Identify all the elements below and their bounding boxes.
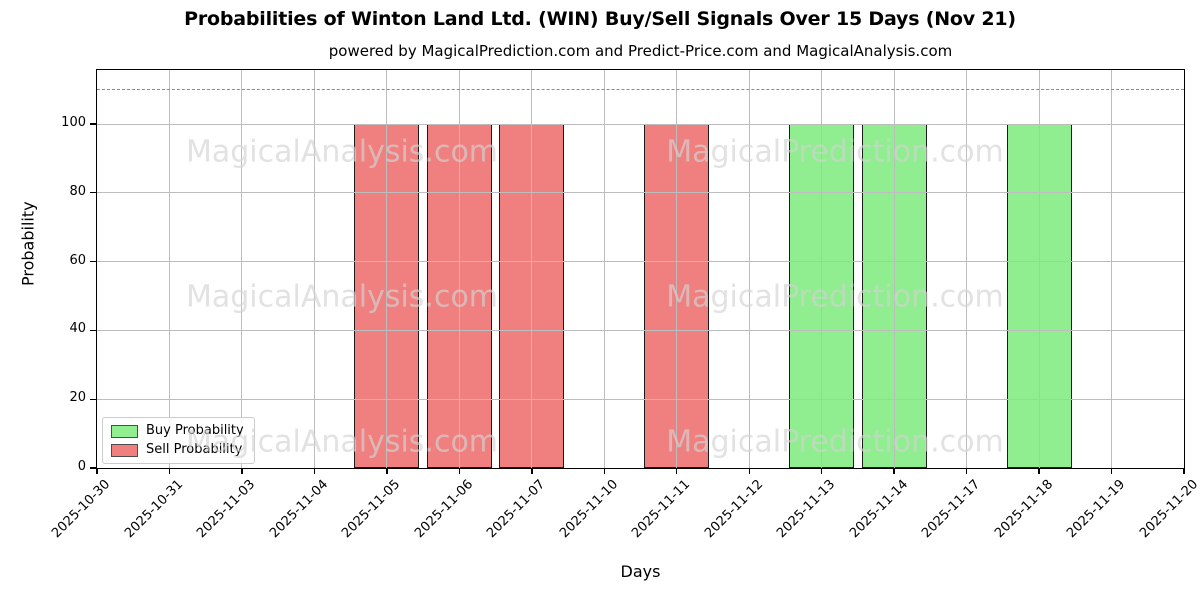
x-tick-2025-11-12 — [748, 468, 750, 474]
y-tick-label-0: 0 — [77, 459, 86, 474]
y-tick-label-20: 20 — [69, 390, 86, 406]
gridline-v-2025-11-18 — [1038, 70, 1040, 468]
buy-swatch-icon — [111, 424, 138, 438]
gridline-v-2025-11-06 — [458, 70, 460, 468]
legend: Buy Probability Sell Probability — [102, 417, 255, 464]
x-tick-label-2025-11-13: 2025-11-13 — [774, 477, 839, 542]
y-tick-20 — [90, 398, 96, 400]
gridline-v-2025-11-04 — [313, 70, 315, 468]
x-tick-label-2025-11-11: 2025-11-11 — [629, 477, 694, 542]
legend-row-buy: Buy Probability — [111, 424, 244, 438]
gridline-h-20 — [97, 398, 1184, 400]
x-tick-2025-10-31 — [168, 468, 171, 474]
x-tick-label-2025-11-06: 2025-11-06 — [411, 477, 476, 542]
chart-title: Probabilities of Winton Land Ltd. (WIN) … — [184, 8, 1016, 30]
y-tick-label-40: 40 — [69, 321, 86, 337]
gridline-v-2025-10-31 — [168, 70, 170, 468]
y-tick-40 — [90, 329, 96, 332]
gridline-v-2025-11-10 — [603, 70, 605, 468]
x-tick-2025-11-14 — [893, 468, 895, 474]
gridline-v-2025-11-13 — [821, 70, 823, 468]
legend-row-sell: Sell Probability — [111, 443, 244, 457]
y-tick-80 — [90, 192, 96, 194]
x-tick-2025-11-19 — [1110, 468, 1113, 474]
x-tick-label-2025-11-18: 2025-11-18 — [991, 477, 1056, 542]
x-tick-label-2025-11-12: 2025-11-12 — [701, 477, 766, 542]
gridline-h-80 — [97, 192, 1184, 194]
x-axis-label: Days — [620, 562, 661, 581]
x-tick-2025-11-20 — [1183, 468, 1185, 474]
x-tick-2025-10-30 — [96, 468, 98, 474]
x-tick-label-2025-11-14: 2025-11-14 — [846, 477, 911, 542]
plot-area — [96, 69, 1185, 469]
gridline-v-2025-11-05 — [386, 70, 388, 468]
sell-swatch-icon — [111, 443, 138, 457]
x-tick-label-2025-11-03: 2025-11-03 — [194, 477, 259, 542]
x-tick-label-2025-11-07: 2025-11-07 — [484, 477, 549, 542]
gridline-v-2025-11-11 — [676, 70, 678, 468]
x-tick-2025-11-05 — [386, 468, 388, 474]
gridline-v-2025-11-19 — [1111, 70, 1113, 468]
y-tick-0 — [90, 467, 96, 469]
x-tick-2025-11-11 — [676, 468, 678, 474]
y-tick-label-80: 80 — [69, 183, 86, 199]
gridline-h-100 — [97, 123, 1184, 125]
x-tick-label-2025-11-19: 2025-11-19 — [1064, 477, 1129, 542]
gridline-v-2025-11-17 — [966, 70, 968, 468]
x-tick-2025-11-07 — [531, 468, 533, 474]
x-tick-label-2025-11-17: 2025-11-17 — [919, 477, 984, 542]
gridline-v-2025-11-14 — [893, 70, 895, 468]
threshold-dashed-line — [97, 88, 1184, 90]
gridline-v-2025-11-12 — [748, 70, 750, 468]
y-tick-label-60: 60 — [69, 252, 86, 268]
x-tick-label-2025-10-31: 2025-10-31 — [122, 477, 187, 542]
gridline-h-40 — [97, 329, 1184, 331]
x-tick-2025-11-13 — [821, 468, 823, 474]
x-tick-label-2025-11-04: 2025-11-04 — [266, 477, 332, 542]
gridline-h-60 — [97, 261, 1184, 263]
x-tick-label-2025-11-20: 2025-11-20 — [1136, 477, 1200, 542]
x-tick-label-2025-11-05: 2025-11-05 — [339, 477, 404, 542]
legend-label-sell: Sell Probability — [146, 442, 243, 457]
gridline-v-2025-11-07 — [531, 70, 533, 468]
x-tick-2025-11-06 — [458, 468, 461, 474]
chart-subtitle: powered by MagicalPrediction.com and Pre… — [328, 42, 953, 60]
x-tick-2025-11-18 — [1038, 468, 1040, 474]
x-tick-label-2025-10-30: 2025-10-30 — [49, 477, 114, 542]
x-tick-2025-11-03 — [241, 468, 243, 474]
y-axis-label: Probability — [18, 201, 38, 286]
y-tick-60 — [90, 260, 96, 263]
x-tick-label-2025-11-10: 2025-11-10 — [556, 477, 621, 542]
x-tick-2025-11-04 — [313, 468, 316, 474]
x-tick-2025-11-17 — [965, 468, 968, 474]
legend-label-buy: Buy Probability — [146, 423, 244, 438]
y-tick-label-100: 100 — [61, 115, 86, 130]
x-tick-2025-11-10 — [603, 468, 605, 474]
gridline-v-2025-11-03 — [241, 70, 243, 468]
y-tick-100 — [90, 123, 96, 125]
